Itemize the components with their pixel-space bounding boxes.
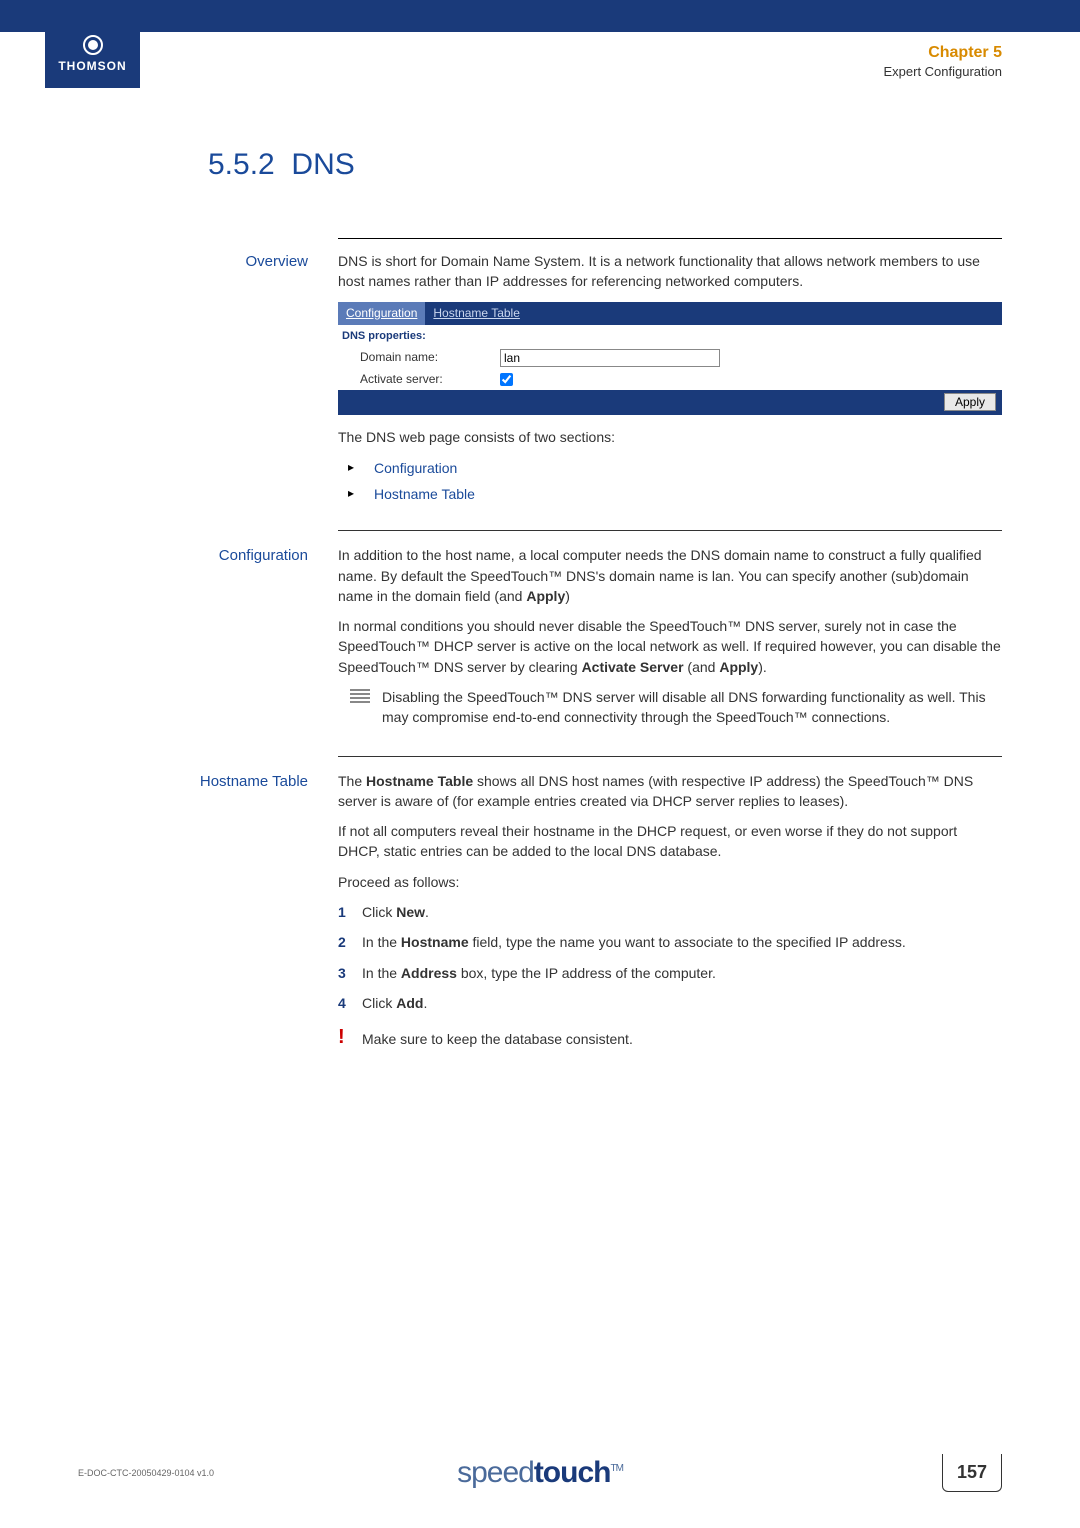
rule-2: [338, 756, 1002, 757]
ui-footer: Apply: [338, 390, 1002, 414]
step-num-1: 1: [338, 902, 362, 922]
warning-icon: !: [338, 1027, 362, 1049]
section-title: DNS: [291, 148, 354, 181]
hostname-p1: The Hostname Table shows all DNS host na…: [338, 771, 1002, 812]
step-2: 2In the Hostname field, type the name yo…: [338, 932, 1002, 952]
overview-intro: DNS is short for Domain Name System. It …: [338, 251, 1002, 292]
note-icon: [338, 687, 382, 728]
tab-hostname-table[interactable]: Hostname Table: [425, 302, 528, 325]
props-title: DNS properties:: [338, 325, 1002, 347]
step-num-2: 2: [338, 932, 362, 952]
rule-top: [338, 238, 1002, 239]
config-p1: In addition to the host name, a local co…: [338, 545, 1002, 606]
config-body: In addition to the host name, a local co…: [338, 545, 1002, 735]
step-num-3: 3: [338, 963, 362, 983]
step-num-4: 4: [338, 993, 362, 1013]
activate-row: Activate server:: [338, 369, 1002, 390]
domain-label: Domain name:: [360, 349, 500, 366]
overview-after: The DNS web page consists of two section…: [338, 427, 1002, 447]
rule-1: [338, 530, 1002, 531]
steps-list: 1Click New. 2In the Hostname field, type…: [338, 902, 1002, 1013]
config-p2: In normal conditions you should never di…: [338, 616, 1002, 677]
bullet-configuration: Configuration: [348, 458, 1002, 478]
brand-logo: speedtouchTM: [457, 1456, 623, 1490]
section-number: 5.5.2: [208, 148, 275, 181]
brand-light: speed: [457, 1456, 534, 1489]
config-note-text: Disabling the SpeedTouch™ DNS server wil…: [382, 687, 1002, 728]
config-row: Configuration In addition to the host na…: [100, 545, 1002, 735]
warning-block: ! Make sure to keep the database consist…: [338, 1027, 1002, 1049]
hostname-p2: If not all computers reveal their hostna…: [338, 821, 1002, 862]
tab-configuration[interactable]: Configuration: [338, 302, 425, 325]
overview-bullets: Configuration Hostname Table: [348, 458, 1002, 505]
thomson-logo-icon: [83, 35, 103, 55]
apply-button[interactable]: Apply: [944, 393, 996, 411]
content-area: 5.5.2 DNS Overview DNS is short for Doma…: [100, 148, 1002, 1068]
section-heading: 5.5.2 DNS: [208, 148, 1002, 182]
chapter-label: Chapter 5: [883, 44, 1002, 62]
page-footer: E-DOC-CTC-20050429-0104 v1.0 speedtouchT…: [78, 1454, 1002, 1492]
hostname-body: The Hostname Table shows all DNS host na…: [338, 771, 1002, 1050]
hostname-row: Hostname Table The Hostname Table shows …: [100, 771, 1002, 1050]
step-4: 4Click Add.: [338, 993, 1002, 1013]
activate-label: Activate server:: [360, 371, 500, 388]
activate-checkbox[interactable]: [500, 373, 513, 386]
hostname-label: Hostname Table: [100, 771, 338, 1050]
config-note: Disabling the SpeedTouch™ DNS server wil…: [338, 687, 1002, 728]
domain-input[interactable]: [500, 349, 720, 367]
bullet-hostname-table: Hostname Table: [348, 484, 1002, 504]
top-bar: [0, 0, 1080, 32]
tabs-bar: Configuration Hostname Table: [338, 302, 1002, 325]
doc-id: E-DOC-CTC-20050429-0104 v1.0: [78, 1468, 214, 1478]
overview-body: DNS is short for Domain Name System. It …: [338, 251, 1002, 510]
config-label: Configuration: [100, 545, 338, 735]
logo-text: THOMSON: [58, 59, 126, 73]
overview-label: Overview: [100, 251, 338, 510]
brand-bold: touch: [534, 1456, 611, 1489]
logo-box: THOMSON: [45, 20, 140, 88]
overview-row: Overview DNS is short for Domain Name Sy…: [100, 251, 1002, 510]
header-right: Chapter 5 Expert Configuration: [883, 44, 1002, 79]
warning-text: Make sure to keep the database consisten…: [362, 1027, 1002, 1049]
brand-tm: TM: [610, 1463, 622, 1474]
hostname-p3: Proceed as follows:: [338, 872, 1002, 892]
page-number: 157: [942, 1454, 1002, 1492]
domain-row: Domain name:: [338, 347, 1002, 369]
dns-ui-panel: Configuration Hostname Table DNS propert…: [338, 302, 1002, 416]
step-1: 1Click New.: [338, 902, 1002, 922]
chapter-subtitle: Expert Configuration: [883, 64, 1002, 79]
step-3: 3In the Address box, type the IP address…: [338, 963, 1002, 983]
